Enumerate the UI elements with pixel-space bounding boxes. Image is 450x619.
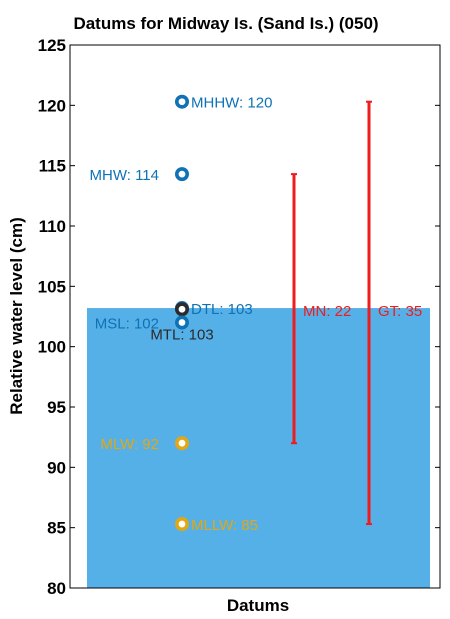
range-bars: MN: 22 GT: 35: [291, 100, 422, 526]
y-tick-label: 80: [47, 579, 66, 598]
range-label-gt: GT: 35: [378, 303, 422, 320]
y-tick-label: 95: [47, 398, 66, 417]
y-tick-label: 115: [39, 157, 66, 176]
y-axis: 80 85 90 95 100 105 110 115 120 125: [38, 36, 440, 598]
datum-point-mhhw: [175, 94, 190, 109]
datum-label-msl: MSL: 102: [95, 316, 159, 333]
datum-label-mhhw: MHHW: 120: [191, 95, 272, 112]
datum-point-mllw: [175, 517, 190, 532]
y-tick-label: 100: [38, 338, 66, 357]
datum-label-mhw: MHW: 114: [90, 167, 159, 184]
datum-point-msl: [175, 315, 190, 330]
y-tick-label: 110: [39, 217, 66, 236]
datum-label-dtl: DTL: 103: [191, 301, 253, 318]
water-level-fill: [87, 308, 430, 588]
datum-label-mlw: MLW: 92: [100, 436, 159, 453]
y-tick-label: 90: [47, 458, 66, 477]
range-label-mn: MN: 22: [303, 303, 351, 320]
datum-label-mtl: MTL: 103: [150, 326, 213, 343]
chart-title: Datums for Midway Is. (Sand Is.) (050): [73, 14, 378, 33]
datum-point-mlw: [175, 436, 190, 451]
y-tick-label: 125: [38, 36, 66, 55]
y-axis-label: Relative water level (cm): [7, 217, 26, 414]
plot-area-frame: [69, 44, 441, 589]
x-axis-label: Datums: [227, 596, 289, 615]
y-tick-label: 105: [38, 277, 66, 296]
y-tick-label: 120: [38, 96, 66, 115]
datum-point-mhw: [175, 167, 190, 182]
datum-label-mllw: MLLW: 85: [191, 517, 258, 534]
y-tick-label: 85: [47, 519, 66, 538]
datum-point-mtl: [175, 302, 190, 317]
